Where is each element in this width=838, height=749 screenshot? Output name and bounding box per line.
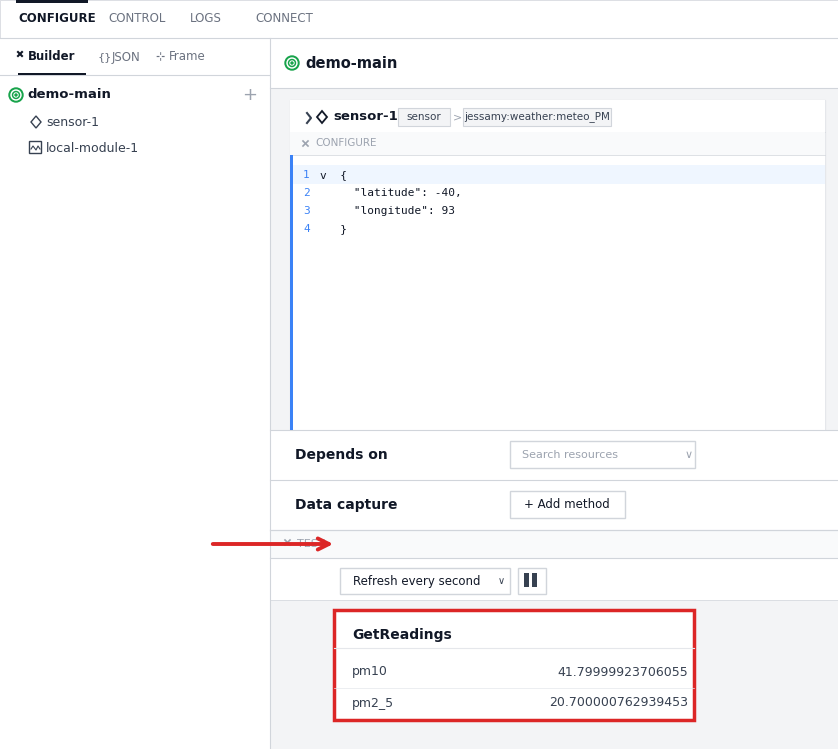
FancyBboxPatch shape — [18, 73, 86, 75]
Text: Search resources: Search resources — [522, 450, 618, 460]
Text: Refresh every second: Refresh every second — [353, 574, 480, 587]
FancyBboxPatch shape — [270, 38, 838, 749]
Circle shape — [291, 62, 293, 64]
Circle shape — [11, 90, 21, 100]
Text: CONNECT: CONNECT — [255, 13, 313, 25]
FancyBboxPatch shape — [0, 38, 270, 75]
Text: CONTROL: CONTROL — [108, 13, 165, 25]
Text: demo-main: demo-main — [305, 55, 397, 70]
FancyBboxPatch shape — [334, 610, 694, 720]
Text: LOGS: LOGS — [190, 13, 222, 25]
FancyBboxPatch shape — [524, 573, 529, 587]
Text: jessamy:weather:meteo_PM: jessamy:weather:meteo_PM — [464, 112, 610, 122]
Circle shape — [290, 61, 294, 65]
Text: ∨: ∨ — [498, 576, 505, 586]
Text: Builder: Builder — [28, 50, 75, 64]
FancyBboxPatch shape — [290, 132, 825, 155]
Text: }: } — [320, 224, 347, 234]
Text: sensor-1: sensor-1 — [333, 111, 398, 124]
FancyBboxPatch shape — [398, 108, 450, 126]
Text: 41.79999923706055: 41.79999923706055 — [557, 666, 688, 679]
FancyBboxPatch shape — [270, 480, 838, 530]
Text: 3: 3 — [303, 206, 310, 216]
FancyBboxPatch shape — [518, 568, 546, 594]
Text: sensor: sensor — [406, 112, 442, 122]
Circle shape — [9, 88, 23, 102]
FancyBboxPatch shape — [290, 165, 825, 184]
Text: ∨: ∨ — [685, 450, 693, 460]
FancyBboxPatch shape — [290, 155, 293, 430]
Text: 20.700000762939453: 20.700000762939453 — [549, 697, 688, 709]
Text: Frame: Frame — [169, 50, 206, 64]
Text: + Add method: + Add method — [524, 499, 610, 512]
Text: pm2_5: pm2_5 — [352, 697, 394, 709]
Circle shape — [13, 91, 19, 99]
FancyBboxPatch shape — [510, 441, 695, 468]
Text: Depends on: Depends on — [295, 448, 388, 462]
Text: local-module-1: local-module-1 — [46, 142, 139, 154]
Text: {}: {} — [98, 52, 112, 62]
Text: CONFIGURE: CONFIGURE — [18, 13, 96, 25]
FancyBboxPatch shape — [270, 558, 838, 600]
Text: demo-main: demo-main — [27, 88, 111, 102]
Circle shape — [287, 58, 297, 68]
Text: TEST: TEST — [297, 539, 324, 549]
Text: 1: 1 — [303, 170, 310, 180]
FancyBboxPatch shape — [290, 100, 825, 430]
Circle shape — [285, 56, 299, 70]
Text: +: + — [242, 86, 257, 104]
Circle shape — [14, 93, 18, 97]
Text: >: > — [453, 112, 463, 122]
FancyBboxPatch shape — [290, 100, 825, 132]
FancyBboxPatch shape — [270, 430, 838, 480]
Text: Data capture: Data capture — [295, 498, 397, 512]
Text: ⊹: ⊹ — [155, 52, 164, 62]
Text: sensor-1: sensor-1 — [46, 115, 99, 129]
FancyBboxPatch shape — [290, 155, 825, 430]
Text: 2: 2 — [303, 188, 310, 198]
FancyBboxPatch shape — [270, 530, 838, 558]
Text: "longitude": 93: "longitude": 93 — [320, 206, 455, 216]
FancyBboxPatch shape — [532, 573, 537, 587]
Text: 4: 4 — [303, 224, 310, 234]
FancyBboxPatch shape — [510, 491, 625, 518]
Text: pm10: pm10 — [352, 666, 388, 679]
Text: CONFIGURE: CONFIGURE — [315, 138, 376, 148]
Text: GetReadings: GetReadings — [352, 628, 452, 642]
FancyBboxPatch shape — [340, 568, 510, 594]
Circle shape — [288, 59, 296, 67]
Circle shape — [15, 94, 17, 96]
Text: v  {: v { — [320, 170, 347, 180]
FancyBboxPatch shape — [463, 108, 611, 126]
FancyBboxPatch shape — [0, 75, 270, 749]
FancyBboxPatch shape — [16, 0, 88, 3]
Text: JSON: JSON — [112, 50, 141, 64]
FancyBboxPatch shape — [0, 0, 838, 38]
FancyBboxPatch shape — [270, 38, 838, 88]
Text: "latitude": -40,: "latitude": -40, — [320, 188, 462, 198]
